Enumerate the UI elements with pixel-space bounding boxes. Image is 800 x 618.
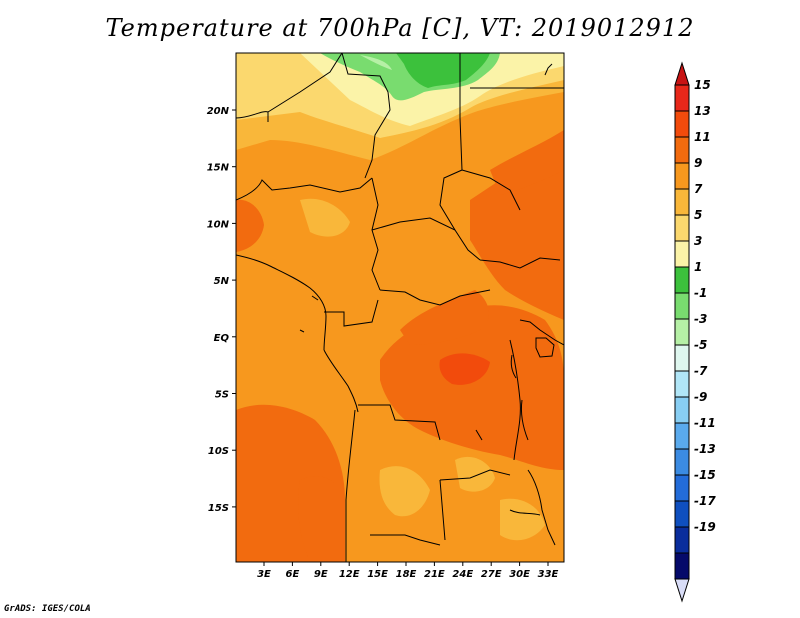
colorbar-label: -9 [694, 390, 707, 404]
colorbar-label: 9 [694, 156, 702, 170]
lon-label: 30E [509, 569, 530, 580]
colorbar-label: 11 [694, 130, 711, 144]
colorbar-segment [674, 318, 690, 346]
map-frame [235, 52, 565, 563]
lon-label: 24E [452, 569, 473, 580]
temperature-field [236, 53, 564, 562]
colorbar-segment [674, 292, 690, 320]
lat-label: 15S [208, 503, 229, 514]
lat-label: 15N [207, 163, 230, 174]
colorbar-label: -7 [694, 364, 708, 378]
colorbar-label: 15 [694, 78, 711, 92]
lon-label: 6E [286, 569, 300, 580]
colorbar-segment [674, 448, 690, 476]
colorbar-segment [674, 266, 690, 294]
lon-label: 27E [481, 569, 502, 580]
colorbar: 15 13 11 9 7 5 3 1 -1 -3 -5 -7 -9 -11 -13 -15 -17 -19 [674, 61, 716, 603]
colorbar-label: -3 [694, 312, 707, 326]
colorbar-label: 1 [694, 260, 702, 274]
colorbar-segment [674, 84, 690, 112]
lat-label: 10N [207, 219, 230, 230]
colorbar-segment [674, 136, 690, 164]
chart-title: Temperature at 700hPa [C], VT: 201901291… [105, 14, 695, 42]
lat-label: 5N [214, 276, 230, 287]
latitude-axis: 20N 15N 10N 5N EQ 5S 10S 15S [207, 106, 236, 514]
colorbar-segment [674, 214, 690, 242]
lat-label: 20N [207, 106, 230, 117]
colorbar-label: -17 [694, 494, 716, 508]
colorbar-bottom-arrow [674, 578, 690, 603]
colorbar-segment [674, 396, 690, 424]
country-borders [236, 53, 564, 562]
colorbar-segment [674, 344, 690, 372]
lat-label: 10S [208, 446, 229, 457]
colorbar-segment [674, 370, 690, 398]
colorbar-segment [674, 162, 690, 190]
colorbar-label: -13 [694, 442, 716, 456]
credit-text: GrADS: IGES/COLA [4, 604, 91, 614]
lon-label: 15E [367, 569, 388, 580]
colorbar-segment [674, 500, 690, 528]
colorbar-segment [674, 552, 690, 580]
longitude-axis: 3E 6E 9E 12E 15E 18E 21E 24E 27E 30E 33E [257, 562, 559, 580]
colorbar-segment [674, 474, 690, 502]
colorbar-label: -15 [694, 468, 716, 482]
lon-label: 3E [257, 569, 271, 580]
colorbar-top-arrow [674, 61, 690, 86]
colorbar-label: -11 [694, 416, 716, 430]
colorbar-label: 13 [694, 104, 711, 118]
colorbar-segment [674, 422, 690, 450]
colorbar-label: -1 [694, 286, 707, 300]
colorbar-label: -5 [694, 338, 707, 352]
colorbar-label: 5 [694, 208, 702, 222]
colorbar-segment [674, 110, 690, 138]
lat-label: 5S [215, 390, 229, 401]
colorbar-label: 7 [694, 182, 703, 196]
lat-label: EQ [214, 333, 230, 344]
lon-label: 12E [339, 569, 360, 580]
colorbar-segment [674, 188, 690, 216]
colorbar-segment [674, 240, 690, 268]
colorbar-label: 3 [694, 234, 702, 248]
colorbar-label: -19 [694, 520, 716, 534]
lon-label: 18E [396, 569, 417, 580]
colorbar-segment [674, 526, 690, 554]
lon-label: 33E [538, 569, 559, 580]
lon-label: 9E [314, 569, 328, 580]
lon-label: 21E [424, 569, 445, 580]
